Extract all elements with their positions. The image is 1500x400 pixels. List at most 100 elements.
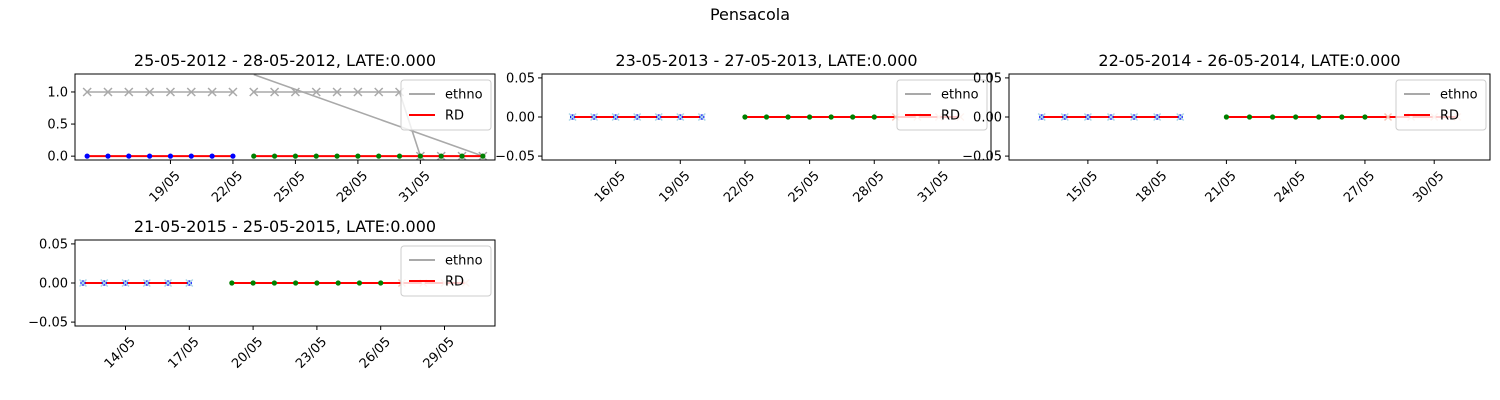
legend: ethno RD [1395, 79, 1487, 131]
data-point [355, 153, 361, 159]
x-tick-label: 19/05 [656, 169, 693, 206]
ethno-x-marker [165, 87, 175, 97]
x-tick-label: 26/05 [357, 335, 394, 372]
data-point [850, 114, 856, 120]
data-point [785, 114, 791, 120]
axes-frame [74, 73, 496, 161]
x-tick-label: 31/05 [397, 169, 434, 206]
legend-box [896, 79, 988, 131]
ethno-x-marker [270, 87, 280, 97]
data-point [1246, 114, 1253, 120]
data-point [459, 153, 465, 159]
subplot-grid: 25-05-2012 - 28-05-2012, LATE:0.000 0.0 0.… [28, 51, 1491, 372]
legend-label-ethno: ethno [445, 254, 483, 269]
x-tick-label: 19/05 [147, 169, 184, 206]
data-point [105, 153, 111, 159]
ethno-x-marker [332, 87, 342, 97]
data-point [167, 153, 174, 159]
y-tick-label: −0.05 [495, 150, 535, 165]
x-marker [185, 278, 194, 288]
x-marker [1037, 112, 1046, 122]
figure-suptitle: Pensacola [710, 5, 790, 24]
y-tick-label: 0.05 [506, 71, 535, 86]
ethno-x-marker [82, 87, 92, 97]
extra-line [253, 74, 484, 157]
data-point [84, 153, 90, 159]
y-tick-label: 0.00 [39, 277, 68, 292]
x-tick-label: 30/05 [1410, 169, 1447, 206]
ethno-x-marker [207, 87, 217, 97]
x-tick-label: 22/05 [721, 169, 758, 206]
data-point [314, 280, 320, 286]
x-tick-label: 27/05 [1341, 169, 1378, 206]
data-point [1362, 114, 1368, 120]
x-marker [676, 112, 685, 122]
y-tick-label: −0.05 [28, 316, 68, 331]
x-tick-label: 18/05 [1133, 169, 1170, 206]
ethno-x-marker [374, 87, 384, 97]
x-tick-label: 28/05 [334, 169, 371, 206]
data-point [1316, 114, 1322, 120]
legend-label-ethno: ethno [941, 88, 979, 103]
data-point [250, 280, 256, 286]
ethno-x-marker [186, 87, 196, 97]
data-point [438, 153, 444, 159]
data-point [313, 153, 319, 159]
data-point [126, 153, 132, 159]
subplot-3: 22-05-2014 - 26-05-2014, LATE:0.000 −0.05… [962, 51, 1491, 206]
subplot-title: 23-05-2013 - 27-05-2013, LATE:0.000 [615, 51, 917, 70]
y-tick-label: 0.05 [39, 237, 68, 252]
x-marker [1153, 112, 1162, 122]
y-tick-label: 0.00 [506, 111, 535, 126]
y-tick-label: 1.0 [47, 85, 68, 100]
x-marker [590, 112, 599, 122]
x-marker [1383, 112, 1393, 122]
x-marker [654, 112, 663, 122]
legend-box [400, 79, 492, 131]
x-marker [100, 278, 109, 288]
legend: ethno RD [400, 245, 492, 297]
ethno-x-marker [124, 87, 134, 97]
subplot-title: 21-05-2015 - 25-05-2015, LATE:0.000 [134, 217, 436, 236]
x-tick-label: 31/05 [915, 169, 952, 206]
x-marker [121, 278, 130, 288]
subplot-title: 22-05-2014 - 26-05-2014, LATE:0.000 [1098, 51, 1400, 70]
y-tick-label: 0.05 [973, 71, 1002, 86]
data-point [229, 280, 235, 286]
data-point [828, 114, 834, 120]
y-tick-label: 0.0 [47, 150, 68, 165]
legend: ethno RD [400, 79, 492, 131]
y-tick-label: 0.5 [47, 118, 68, 133]
data-point [147, 153, 153, 159]
x-marker [1130, 112, 1139, 122]
x-marker [164, 278, 173, 288]
subplot-1: 25-05-2012 - 28-05-2012, LATE:0.000 0.0 0.… [47, 51, 496, 206]
data-point [292, 153, 299, 159]
legend-label-ethno: ethno [1440, 88, 1478, 103]
data-point [480, 153, 486, 159]
data-point [417, 153, 423, 159]
y-tick-label: 0.00 [973, 111, 1002, 126]
legend-label-ethno: ethno [445, 88, 483, 103]
ethno-x-marker [311, 87, 321, 97]
subplot-2: 23-05-2013 - 27-05-2013, LATE:0.000 −0.05… [495, 51, 992, 206]
ethno-x-marker [353, 87, 363, 97]
data-point [271, 280, 277, 286]
y-tick-label: −0.05 [962, 150, 1002, 165]
data-point [1339, 114, 1345, 120]
x-marker [1106, 112, 1116, 122]
x-tick-label: 29/05 [421, 335, 458, 372]
plot-area [82, 74, 488, 160]
legend-box [1395, 79, 1487, 131]
data-point [1223, 114, 1230, 120]
data-point [356, 280, 363, 286]
subplot-title: 25-05-2012 - 28-05-2012, LATE:0.000 [134, 51, 436, 70]
data-point [871, 114, 877, 120]
legend-label-rd: RD [445, 275, 464, 290]
legend-label-rd: RD [1440, 109, 1459, 124]
x-marker [1060, 112, 1069, 122]
legend-label-rd: RD [445, 109, 464, 124]
legend-label-rd: RD [941, 109, 960, 124]
x-marker [611, 112, 620, 122]
